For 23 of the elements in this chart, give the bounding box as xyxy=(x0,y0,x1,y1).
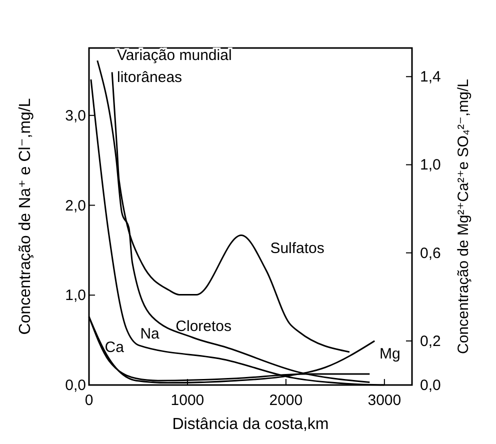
y-axis-title: Concentração de Na⁺ e Cl⁻,mg/L xyxy=(17,98,34,335)
y2-tick-label: 1,0 xyxy=(420,156,441,174)
series-label: Ca xyxy=(104,338,125,356)
y2-axis-title: Concentração de Mg²⁺Ca²⁺e SO₄²⁻,mg/L xyxy=(455,79,472,354)
series-label: Na xyxy=(140,325,160,342)
y-tick-label: 0,0 xyxy=(65,377,86,394)
series-label: Mg xyxy=(380,346,400,363)
annotation: Variação mundial xyxy=(117,47,232,64)
x-tick-label: 3000 xyxy=(368,392,402,409)
x-tick-label: 0 xyxy=(84,392,94,409)
y2-tick-label: 0,6 xyxy=(420,244,441,262)
y2-tick-label: 0,2 xyxy=(420,332,441,350)
annotation: litorâneas xyxy=(117,69,182,86)
y2-tick-label: 1,4 xyxy=(420,68,441,86)
y-tick-label: 3,0 xyxy=(65,107,86,124)
series-label: Cloretos xyxy=(176,318,232,336)
y2-tick-label: 0,0 xyxy=(420,377,441,394)
x-axis-title: Distância da costa,km xyxy=(172,416,329,433)
x-tick-label: 1000 xyxy=(170,392,204,409)
x-tick-label: 2000 xyxy=(269,392,303,409)
y-tick-label: 2,0 xyxy=(65,197,86,214)
series-label: Sulfatos xyxy=(270,240,324,257)
y-tick-label: 1,0 xyxy=(65,287,86,304)
